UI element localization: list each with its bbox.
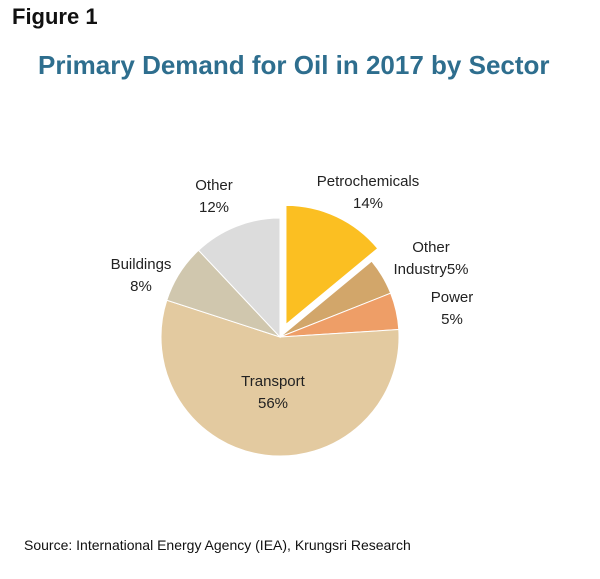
pie-slice-other [197,217,281,339]
svg-text:Power: Power [431,289,474,306]
slice-value-transport: 56% [258,395,288,412]
svg-text:Petrochemicals: Petrochemicals [317,173,420,190]
slice-name-other-industry-line1: Other [412,239,450,256]
svg-text:14%: 14% [353,195,383,212]
svg-text:8%: 8% [130,278,152,295]
slice-value-power: 5% [441,311,463,328]
slice-value-other-industry: 5% [447,261,469,278]
slice-name-buildings: Buildings [111,256,172,273]
slice-name-power: Power [431,289,474,306]
chart-title: Primary Demand for Oil in 2017 by Sector [38,50,550,80]
slice-value-petrochemicals: 14% [353,195,383,212]
slice-name-transport: Transport [241,373,305,390]
slice-value-buildings: 8% [130,278,152,295]
svg-text:Transport: Transport [241,373,305,390]
slice-name-petrochemicals: Petrochemicals [317,173,420,190]
svg-text:Buildings: Buildings [111,256,172,273]
svg-text:12%: 12% [199,199,229,216]
slice-value-other: 12% [199,199,229,216]
svg-text:Other: Other [195,177,233,194]
svg-text:Industry5%: Industry5% [393,261,468,278]
pie-slice-transport [160,299,400,457]
source-note: Source: International Energy Agency (IEA… [24,537,411,553]
slice-name-other-industry-line2: Industry [393,261,447,278]
pie-slice-petrochemicals [285,204,379,326]
slice-name-other: Other [195,177,233,194]
figure-label: Figure 1 [12,4,98,29]
svg-text:5%: 5% [441,311,463,328]
svg-text:Other: Other [412,239,450,256]
svg-text:56%: 56% [258,395,288,412]
